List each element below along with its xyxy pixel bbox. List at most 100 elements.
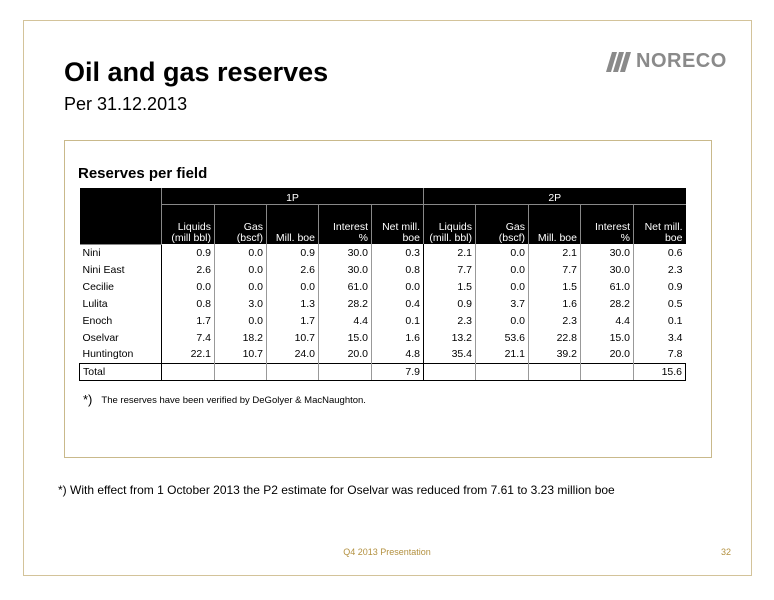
table-row: Lulita 0.8 3.0 1.3 28.2 0.4 0.9 3.7 1.6 28.2 0.5: [80, 295, 686, 312]
table-cell: 1.7: [266, 312, 319, 329]
slide-frame: [23, 20, 752, 576]
table-cell: 2.6: [266, 261, 319, 278]
table-cell: 0.0: [475, 278, 529, 295]
table-cell: 0.9: [633, 278, 686, 295]
table-cell: 22.8: [528, 329, 581, 346]
table-cell: 61.0: [318, 278, 372, 295]
table-cell: 10.7: [214, 346, 267, 363]
table-cell: 0.1: [371, 312, 424, 329]
total-row: Total 7.9 15.6: [79, 362, 686, 381]
table-cell: 13.2: [423, 329, 476, 346]
table-cell: 30.0: [580, 261, 634, 278]
column-header: Mill. boe: [266, 204, 319, 244]
table-cell: 2.1: [528, 244, 581, 261]
total-empty-cell: [528, 362, 581, 381]
table-cell: 18.2: [214, 329, 267, 346]
table-cell: 1.6: [528, 295, 581, 312]
table-cell: 1.5: [423, 278, 476, 295]
slide-subtitle: Per 31.12.2013: [64, 94, 188, 114]
table-cell: 0.1: [633, 312, 686, 329]
table-cell: 30.0: [580, 244, 634, 261]
page-number: 32: [721, 547, 732, 557]
table-cell: 35.4: [423, 346, 476, 363]
table-cell: 4.8: [371, 346, 424, 363]
table-cell: 1.3: [266, 295, 319, 312]
table-cell: 2.6: [161, 261, 215, 278]
table-corner: [79, 188, 162, 245]
column-header: Gas (bscf): [214, 204, 267, 244]
table-cell: 2.1: [423, 244, 476, 261]
table-cell: 3.4: [633, 329, 686, 346]
table-cell: 0.9: [423, 295, 476, 312]
table-cell: 30.0: [318, 244, 372, 261]
table-cell: 39.2: [528, 346, 581, 363]
table-cell: 1.7: [161, 312, 215, 329]
field-name: Nini: [82, 246, 101, 259]
table-cell: 0.4: [371, 295, 424, 312]
footnote-text: The reserves have been verified by DeGol…: [101, 395, 366, 406]
field-name: Huntington: [82, 348, 134, 361]
total-empty-cell: [161, 362, 215, 381]
table-cell: 53.6: [475, 329, 529, 346]
table-cell: 0.5: [633, 295, 686, 312]
table-row: Oselvar 7.4 18.2 10.7 15.0 1.6 13.2 53.6 22.8 15.…: [80, 329, 686, 346]
table-cell: 0.9: [266, 244, 319, 261]
table-cell: 4.4: [580, 312, 634, 329]
total-label: Total: [79, 362, 162, 381]
column-header: Liquids (mill bbl): [161, 204, 215, 244]
total-empty-cell: [580, 362, 634, 381]
column-header: Mill. boe: [528, 204, 581, 244]
table-row: Huntington 22.1 10.7 24.0 20.0 4.8 35.4 21.1 39.…: [80, 346, 686, 363]
table-row: Enoch 1.7 0.0 1.7 4.4 0.1 2.3 0.0 2.3 4.4 0.1: [80, 312, 686, 329]
table-cell: 15.0: [580, 329, 634, 346]
column-header: Gas (bscf): [475, 204, 529, 244]
table-row: Cecilie 0.0 0.0 0.0 61.0 0.0 1.5 0.0 1.5 61.0 0.9: [80, 278, 686, 295]
column-header: Interest %: [318, 204, 372, 244]
table-cell: 21.1: [475, 346, 529, 363]
table-cell: 20.0: [318, 346, 372, 363]
reserves-table: 1P 2P Liquids (mill bbl) Gas (bscf) Mill. …: [79, 188, 686, 381]
table-cell: 30.0: [318, 261, 372, 278]
table-cell: 7.7: [423, 261, 476, 278]
table-cell: 7.4: [161, 329, 215, 346]
total-net-2p: 15.6: [633, 362, 686, 381]
table-cell: 22.1: [161, 346, 215, 363]
field-name: Lulita: [82, 297, 108, 310]
table-cell: 0.0: [214, 278, 267, 295]
total-empty-cell: [266, 362, 319, 381]
table-cell: 0.0: [214, 244, 267, 261]
table-cell: 0.3: [371, 244, 424, 261]
table-cell: 4.4: [318, 312, 372, 329]
group-1p: 1P: [161, 188, 424, 205]
footnote-mark: *): [83, 392, 93, 407]
table-cell: 20.0: [580, 346, 634, 363]
table-cell: 10.7: [266, 329, 319, 346]
logo-text: NORECO: [636, 50, 727, 72]
column-header-row: Liquids (mill bbl) Gas (bscf) Mill. boe Int…: [80, 204, 686, 244]
footnote: *) The reserves have been verified by De…: [83, 392, 366, 407]
table-cell: 1.5: [528, 278, 581, 295]
total-empty-cell: [475, 362, 529, 381]
table-cell: 7.8: [633, 346, 686, 363]
table-cell: 2.3: [633, 261, 686, 278]
table-cell: 0.0: [214, 312, 267, 329]
table-row: Nini East 2.6 0.0 2.6 30.0 0.8 7.7 0.0 7.7 30.0 2.…: [80, 261, 686, 278]
footer-text: Q4 2013 Presentation: [343, 547, 431, 557]
column-header: Liquids (mill. bbl): [423, 204, 476, 244]
table-cell: 2.3: [528, 312, 581, 329]
total-empty-cell: [214, 362, 267, 381]
group-2p: 2P: [423, 188, 686, 205]
field-name: Nini East: [82, 263, 125, 276]
table-cell: 24.0: [266, 346, 319, 363]
table-cell: 0.0: [475, 261, 529, 278]
table-cell: 61.0: [580, 278, 634, 295]
column-header: Net mill. boe: [633, 204, 686, 244]
reserves-panel: [64, 140, 712, 458]
table-cell: 0.8: [371, 261, 424, 278]
table-cell: 0.0: [266, 278, 319, 295]
oselvar-note: *) With effect from 1 October 2013 the P…: [58, 483, 615, 497]
column-header: Net mill. boe: [371, 204, 424, 244]
table-cell: 3.7: [475, 295, 529, 312]
group-header-row: 1P 2P: [79, 188, 686, 245]
column-header: Interest %: [580, 204, 634, 244]
